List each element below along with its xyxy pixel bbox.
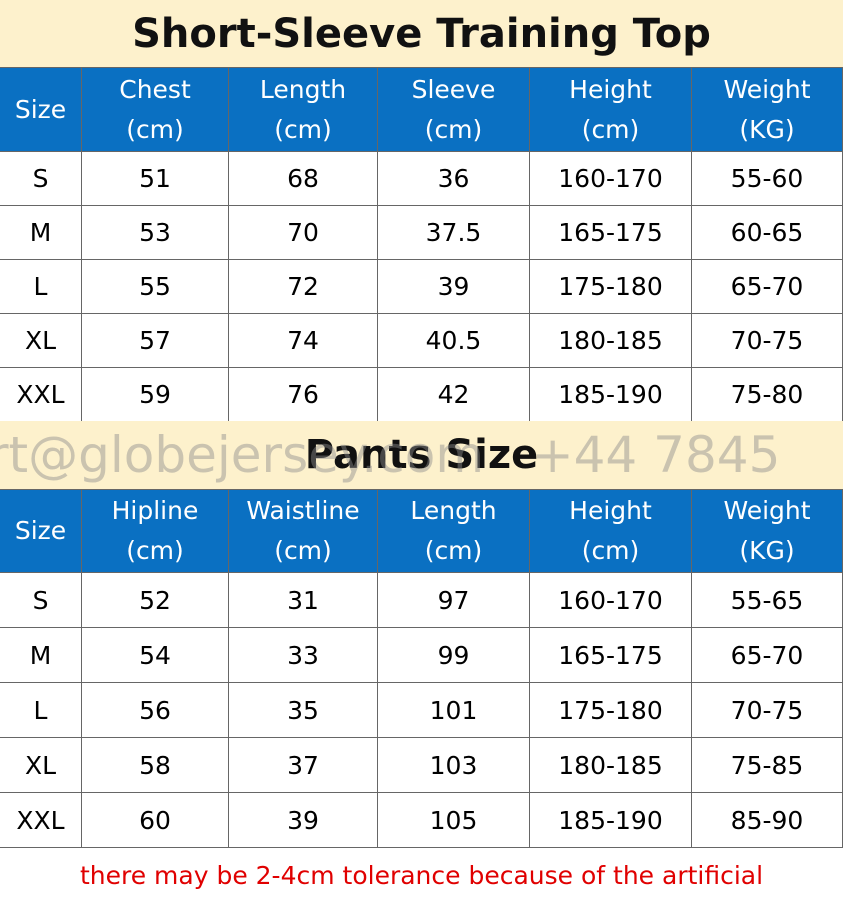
table-cell: 52: [82, 573, 229, 628]
table-cell: L: [0, 683, 82, 738]
table-cell: 103: [378, 738, 530, 793]
table-cell: 99: [378, 628, 530, 683]
header-cell: Length (cm): [378, 490, 530, 573]
header-cell: Chest (cm): [82, 68, 229, 152]
table-cell: 175-180: [530, 260, 692, 314]
table-cell: 65-70: [692, 628, 843, 683]
table-cell: M: [0, 206, 82, 260]
header-cell: Height (cm): [530, 68, 692, 152]
table-cell: S: [0, 152, 82, 206]
table-cell: 55-65: [692, 573, 843, 628]
table-cell: 60: [82, 793, 229, 848]
table-cell: 40.5: [378, 314, 530, 368]
table-cell: 39: [378, 260, 530, 314]
header-text: Chest: [119, 74, 191, 104]
table-cell: 57: [82, 314, 229, 368]
table-cell: 51: [82, 152, 229, 206]
header-text: Height: [569, 496, 652, 525]
table-cell: 165-175: [530, 628, 692, 683]
table-cell: 185-190: [530, 793, 692, 848]
table-cell: 72: [229, 260, 378, 314]
header-text: (cm): [581, 114, 640, 144]
header-cell: Size: [0, 490, 82, 573]
header-text: Waistline: [246, 496, 360, 525]
header-text: (cm): [274, 114, 332, 144]
header-cell: Weight (KG): [692, 68, 843, 152]
table-cell: 53: [82, 206, 229, 260]
table-cell: 160-170: [530, 152, 692, 206]
table-cell: 37.5: [378, 206, 530, 260]
header-text: (cm): [424, 114, 483, 144]
table-cell: 55: [82, 260, 229, 314]
header-text: Height: [569, 74, 652, 104]
table-cell: 74: [229, 314, 378, 368]
table-cell: 37: [229, 738, 378, 793]
header-cell: Length (cm): [229, 68, 378, 152]
table-cell: M: [0, 628, 82, 683]
table-cell: 39: [229, 793, 378, 848]
table-cell: 165-175: [530, 206, 692, 260]
table-cell: XL: [0, 738, 82, 793]
header-text: Weight: [723, 496, 811, 525]
header-text: (cm): [126, 114, 184, 144]
table-cell: 70: [229, 206, 378, 260]
table-cell: 75-80: [692, 368, 843, 422]
header-text: (cm): [274, 536, 332, 565]
table-cell: 101: [378, 683, 530, 738]
header-text: Size: [14, 516, 67, 545]
table-cell: L: [0, 260, 82, 314]
table-cell: 70-75: [692, 314, 843, 368]
table-cell: 35: [229, 683, 378, 738]
table-cell: 58: [82, 738, 229, 793]
header-text: (cm): [126, 536, 184, 565]
table-cell: 68: [229, 152, 378, 206]
table-cell: 160-170: [530, 573, 692, 628]
table-cell: 180-185: [530, 314, 692, 368]
header-text: Hipline: [111, 496, 199, 525]
section-title: Short-Sleeve Training Top: [0, 0, 843, 68]
header-cell: Size: [0, 68, 82, 152]
header-text: (KG): [739, 114, 795, 144]
table-cell: 85-90: [692, 793, 843, 848]
header-cell: Sleeve (cm): [378, 68, 530, 152]
table-cell: 105: [378, 793, 530, 848]
table-cell: 185-190: [530, 368, 692, 422]
table-cell: XXL: [0, 368, 82, 422]
table-cell: XXL: [0, 793, 82, 848]
header-cell: Hipline (cm): [82, 490, 229, 573]
header-cell: Height (cm): [530, 490, 692, 573]
table-cell: 97: [378, 573, 530, 628]
header-text: (cm): [424, 536, 483, 565]
table-cell: 56: [82, 683, 229, 738]
table-cell: 60-65: [692, 206, 843, 260]
section-title: Pants Size: [0, 421, 843, 490]
header-text: Weight: [723, 74, 811, 104]
header-text: (KG): [739, 536, 795, 565]
header-cell: Waistline (cm): [229, 490, 378, 573]
table-cell: 42: [378, 368, 530, 422]
header-text: Sleeve: [411, 74, 496, 104]
table-cell: 59: [82, 368, 229, 422]
table-cell: 76: [229, 368, 378, 422]
table-cell: XL: [0, 314, 82, 368]
table-cell: 31: [229, 573, 378, 628]
table-cell: 54: [82, 628, 229, 683]
header-text: Size: [14, 94, 67, 124]
table-cell: 65-70: [692, 260, 843, 314]
table-cell: 175-180: [530, 683, 692, 738]
table-cell: S: [0, 573, 82, 628]
header-text: (cm): [581, 536, 640, 565]
footer-note: there may be 2-4cm tolerance because of …: [79, 861, 764, 890]
header-cell: Weight (KG): [692, 490, 843, 573]
table-cell: 75-85: [692, 738, 843, 793]
table-cell: 36: [378, 152, 530, 206]
table-cell: 33: [229, 628, 378, 683]
header-text: Length: [259, 74, 347, 104]
header-text: Length: [410, 496, 497, 525]
table-cell: 180-185: [530, 738, 692, 793]
table-cell: 70-75: [692, 683, 843, 738]
table-cell: 55-60: [692, 152, 843, 206]
